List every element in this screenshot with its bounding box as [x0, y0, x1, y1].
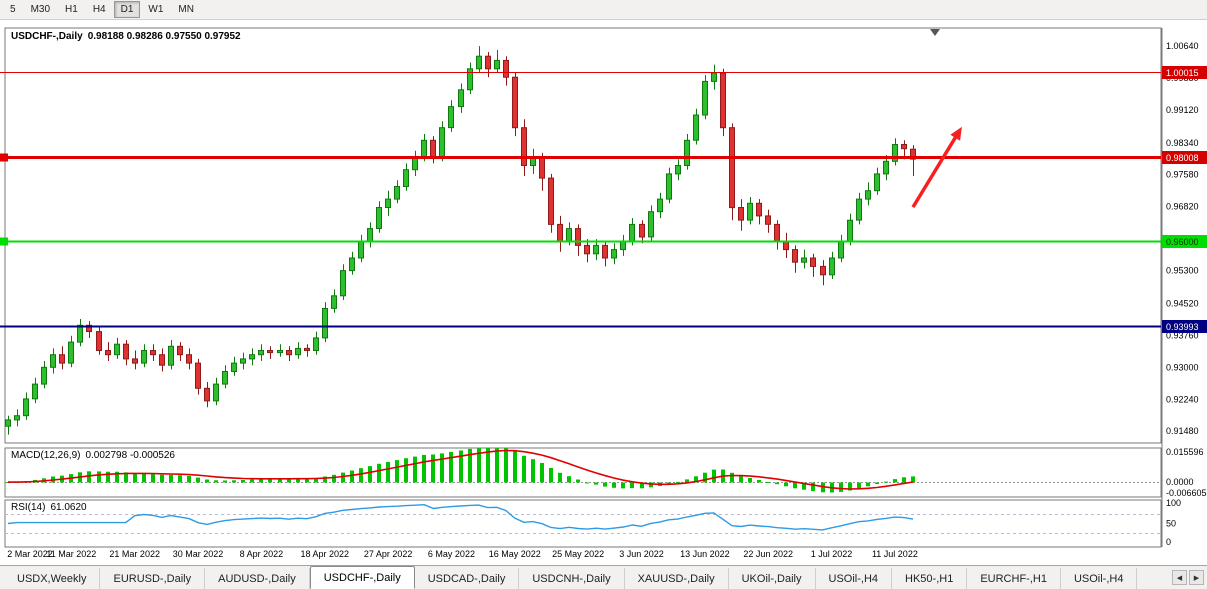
rsi-axis-label: 50: [1166, 519, 1176, 529]
tabs-scroll-right-button[interactable]: ▶: [1189, 570, 1204, 585]
price-axis-label: 0.95300: [1166, 266, 1199, 276]
hline-0.93993[interactable]: 0.93993: [0, 320, 1207, 333]
tab-hk50-h1-9[interactable]: HK50-,H1: [892, 568, 968, 589]
chart-canvas[interactable]: 1.006400.998800.991200.983400.975800.968…: [0, 0, 1207, 566]
macd-indicator-label: MACD(12,26,9) 0.002798 -0.000526: [11, 450, 180, 461]
tab-usoil-h4-8[interactable]: USOil-,H4: [816, 568, 893, 589]
rsi-indicator-label: RSI(14) 61.0620: [11, 502, 92, 513]
tab-usdcad-daily-4[interactable]: USDCAD-,Daily: [415, 568, 520, 589]
timeframe-button-w1[interactable]: W1: [141, 1, 170, 18]
macd-axis-label: -0.006605: [1166, 488, 1207, 498]
macd-signal-line: [8, 449, 914, 490]
hline-1.00015[interactable]: 1.00015: [0, 66, 1207, 79]
date-axis-label: 1 Jul 2022: [811, 549, 853, 559]
tab-usdx-weekly-0[interactable]: USDX,Weekly: [4, 568, 101, 589]
price-axis-label: 1.00640: [1166, 41, 1199, 51]
price-axis-label: 0.92240: [1166, 394, 1199, 404]
trend-arrow[interactable]: [911, 126, 962, 209]
price-axis-label: 0.94520: [1166, 298, 1199, 308]
tab-eurchf-h1-10[interactable]: EURCHF-,H1: [967, 568, 1061, 589]
timeframe-button-mn[interactable]: MN: [171, 1, 201, 18]
date-axis-label: 11 Jul 2022: [872, 549, 918, 559]
tabs-scroll-controls: ◀ ▶: [1172, 570, 1204, 585]
date-axis-label: 13 Jun 2022: [680, 549, 730, 559]
date-axis-label: 16 May 2022: [489, 549, 541, 559]
hline-0.96000[interactable]: 0.96000: [0, 235, 1207, 248]
timeframe-toolbar: 5 M30 H1 H4 D1 W1 MN: [0, 0, 1207, 20]
chart-ohlc-values: 0.98188 0.98286 0.97550 0.97952: [87, 31, 241, 42]
timeframe-button-h4[interactable]: H4: [86, 1, 113, 18]
chart-shift-marker-icon[interactable]: [930, 29, 940, 36]
date-axis-label: 11 Mar 2022: [46, 549, 96, 559]
date-axis-label: 22 Jun 2022: [743, 549, 793, 559]
macd-axis-label: 0.0000: [1166, 477, 1194, 487]
tab-audusd-daily-2[interactable]: AUDUSD-,Daily: [205, 568, 310, 589]
macd-values: 0.002798 -0.000526: [85, 450, 175, 461]
date-axis-label: 3 Jun 2022: [619, 549, 664, 559]
rsi-line: [7, 503, 914, 531]
tab-xauusd-daily-6[interactable]: XAUUSD-,Daily: [625, 568, 729, 589]
svg-text:1.00015: 1.00015: [1166, 68, 1199, 78]
candlestick-series: [5, 46, 916, 435]
timeframe-button-h1[interactable]: H1: [58, 1, 85, 18]
tab-usoil-h4-11[interactable]: USOil-,H4: [1061, 568, 1138, 589]
svg-text:0.98008: 0.98008: [1166, 153, 1199, 163]
rsi-axis-label: 0: [1166, 537, 1171, 547]
price-axis-label: 0.93760: [1166, 330, 1199, 340]
svg-text:0.93993: 0.93993: [1166, 322, 1199, 332]
tabs-scroll-left-button[interactable]: ◀: [1172, 570, 1187, 585]
price-axis-label: 0.91480: [1166, 426, 1199, 436]
svg-text:0.96000: 0.96000: [1166, 237, 1199, 247]
timeframe-button-5[interactable]: 5: [3, 1, 23, 18]
price-axis-label: 0.98340: [1166, 138, 1199, 148]
tab-usdchf-daily-3[interactable]: USDCHF-,Daily: [309, 566, 415, 589]
timeframe-button-d1[interactable]: D1: [113, 1, 141, 18]
date-axis-label: 30 Mar 2022: [173, 549, 224, 559]
date-axis-label: 21 Mar 2022: [109, 549, 160, 559]
date-axis-label: 18 Apr 2022: [300, 549, 349, 559]
date-axis-label: 2 Mar 2022: [7, 549, 53, 559]
price-axis-label: 0.93000: [1166, 362, 1199, 372]
price-axis-label: 0.99120: [1166, 105, 1199, 115]
hline-0.98008[interactable]: 0.98008: [0, 151, 1207, 164]
macd-axis-label: 0.015596: [1166, 447, 1204, 457]
rsi-name: RSI(14): [11, 502, 46, 513]
tab-eurusd-daily-1[interactable]: EURUSD-,Daily: [100, 568, 206, 589]
chart-symbol-period: USDCHF-,Daily: [11, 31, 83, 42]
date-axis-label: 27 Apr 2022: [364, 549, 413, 559]
date-axis-label: 6 May 2022: [428, 549, 475, 559]
tab-ukoil-daily-7[interactable]: UKOil-,Daily: [729, 568, 816, 589]
tab-usdcnh-daily-5[interactable]: USDCNH-,Daily: [519, 568, 625, 589]
price-axis-label: 0.96820: [1166, 202, 1199, 212]
chart-title: USDCHF-,Daily 0.98188 0.98286 0.97550 0.9…: [11, 31, 246, 42]
chart-tabs-bar: USDX,Weekly EURUSD-,Daily AUDUSD-,Daily USD…: [0, 565, 1207, 589]
macd-name: MACD(12,26,9): [11, 450, 81, 461]
date-axis-label: 25 May 2022: [552, 549, 604, 559]
rsi-value: 61.0620: [50, 502, 87, 513]
price-axis-label: 0.97580: [1166, 170, 1199, 180]
date-axis-label: 8 Apr 2022: [240, 549, 284, 559]
timeframe-button-m30[interactable]: M30: [24, 1, 57, 18]
rsi-axis-label: 100: [1166, 498, 1181, 508]
